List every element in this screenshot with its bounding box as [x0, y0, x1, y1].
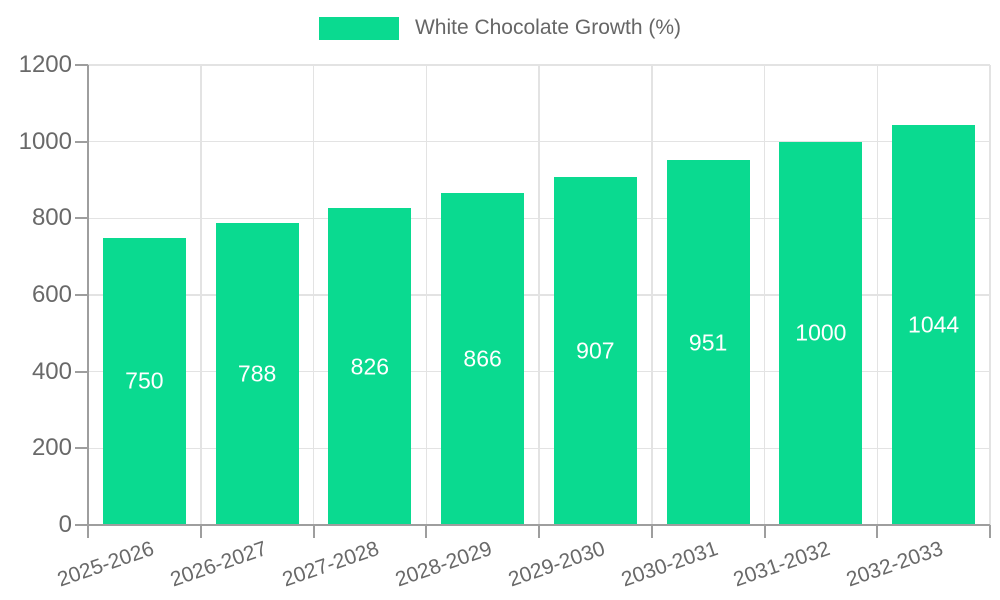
v-gridline — [538, 65, 540, 525]
x-axis-label: 2030-2031 — [618, 537, 721, 592]
bar-value-label: 826 — [350, 353, 390, 380]
bar-2030-2031[interactable]: 951 — [666, 160, 750, 525]
y-tick-mark — [75, 294, 88, 296]
legend-label: White Chocolate Growth (%) — [414, 16, 682, 39]
y-axis-tick-label: 200 — [31, 434, 72, 462]
v-gridline — [651, 65, 653, 525]
y-tick-mark — [75, 217, 88, 220]
x-tick-mark — [989, 525, 991, 538]
x-tick-mark — [199, 525, 202, 538]
v-gridline — [989, 65, 991, 525]
bar-value-label: 1000 — [795, 319, 847, 346]
plot-area: 750 788 826 866 907 951 1000 1044 — [88, 64, 991, 525]
bar-value-label: 750 — [125, 367, 164, 394]
x-axis-label: 2029-2030 — [505, 537, 608, 592]
legend-swatch — [318, 16, 399, 40]
y-tick-mark — [75, 370, 88, 373]
y-tick-mark — [75, 140, 88, 143]
x-axis-label: 2028-2029 — [392, 537, 496, 592]
bar-value-label: 1044 — [908, 311, 960, 338]
bar-2028-2029[interactable]: 866 — [441, 193, 525, 525]
x-tick-mark — [425, 525, 428, 538]
bar-2032-2033[interactable]: 1044 — [892, 124, 976, 525]
legend[interactable]: White Chocolate Growth (%) — [0, 16, 1000, 40]
x-tick-mark — [538, 525, 540, 538]
bar-value-label: 866 — [463, 345, 502, 372]
v-gridline — [876, 65, 878, 525]
x-axis-label: 2032-2033 — [843, 537, 947, 592]
y-axis-tick-label: 1000 — [18, 127, 72, 155]
bar-value-label: 788 — [237, 360, 277, 387]
y-axis-line — [87, 65, 89, 525]
x-axis-label: 2026-2027 — [167, 537, 270, 592]
v-gridline — [312, 65, 315, 525]
bar-2031-2032[interactable]: 1000 — [779, 141, 863, 525]
x-tick-mark — [763, 525, 766, 538]
x-tick-mark — [312, 525, 315, 538]
x-tick-mark — [87, 525, 89, 538]
bar-2027-2028[interactable]: 826 — [328, 208, 412, 525]
bar-2029-2030[interactable]: 907 — [553, 177, 637, 525]
y-axis: 0 200 400 600 800 1000 1200 — [0, 53, 72, 537]
v-gridline — [425, 65, 427, 525]
x-axis-label: 2027-2028 — [279, 537, 383, 592]
y-axis-tick-label: 600 — [31, 281, 72, 308]
y-tick-mark — [75, 447, 88, 450]
x-axis-label: 2025-2026 — [54, 537, 157, 592]
x-tick-mark — [876, 525, 879, 538]
y-tick-mark — [75, 64, 88, 66]
bar-value-label: 951 — [688, 329, 728, 356]
y-axis-tick-label: 0 — [58, 511, 72, 538]
bar-2026-2027[interactable]: 788 — [215, 222, 299, 525]
v-gridline — [763, 65, 766, 525]
bar-value-label: 907 — [576, 337, 615, 364]
y-axis-tick-label: 400 — [31, 357, 72, 385]
x-tick-mark — [650, 525, 653, 538]
x-axis-label: 2031-2032 — [730, 537, 834, 592]
y-tick-mark — [75, 524, 88, 526]
bar-2025-2026[interactable]: 750 — [102, 237, 186, 525]
y-axis-tick-label: 1200 — [18, 51, 72, 78]
v-gridline — [200, 65, 202, 525]
y-axis-tick-label: 800 — [31, 204, 72, 232]
